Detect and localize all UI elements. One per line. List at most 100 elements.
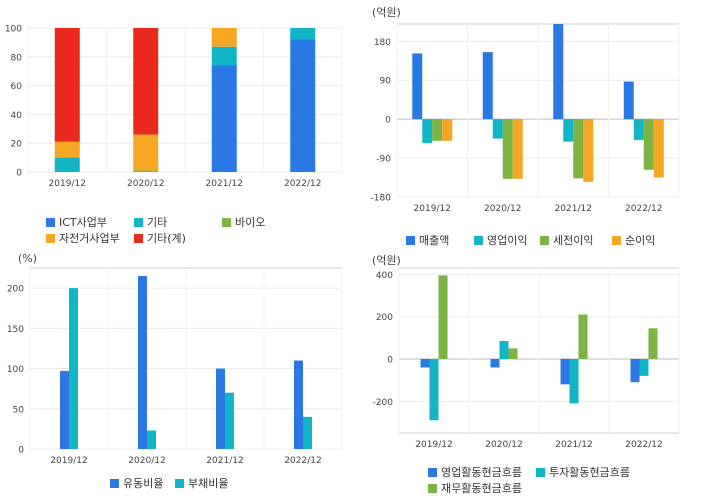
legend-swatch (536, 467, 545, 477)
legend-item: 투자활동현금흐름 (536, 464, 630, 480)
y-tick-label: 180 (374, 38, 391, 48)
bar (225, 392, 234, 449)
legend-swatch (406, 235, 415, 245)
x-tick-label: 2020/12 (128, 456, 165, 466)
chart-3-plot: 0 50 100 150 200 2019/12 2020/12 2021/12 2022/12 (7, 267, 343, 466)
legend-swatch (46, 217, 55, 227)
x-tick-label: 2022/12 (625, 204, 662, 214)
bar (60, 370, 69, 449)
y-tick-label: 100 (7, 365, 24, 375)
y-tick-label: 150 (7, 325, 24, 335)
bar (211, 46, 237, 66)
bar (569, 358, 579, 404)
legend-item: 순이익 (612, 232, 655, 248)
legend-swatch (612, 235, 621, 245)
bar (560, 358, 570, 385)
bar (290, 28, 316, 40)
x-tick-label: 2021/12 (555, 440, 592, 450)
legend-swatch (134, 233, 143, 243)
bar (422, 119, 433, 143)
bar (138, 276, 147, 449)
legend-swatch (428, 483, 437, 493)
bar (442, 119, 453, 141)
y-tick-label: 20 (11, 140, 23, 150)
bar (512, 119, 523, 179)
legend-swatch (46, 233, 55, 243)
legend-label: 재무활동현금흐름 (441, 482, 522, 495)
legend-swatch (134, 217, 143, 227)
bar (290, 39, 316, 172)
y-tick-label: 100 (5, 25, 22, 35)
x-tick-label: 2020/12 (485, 440, 522, 450)
bar (482, 52, 493, 120)
y-tick-label: -200 (373, 398, 394, 408)
y-tick-label: 400 (376, 271, 393, 281)
legend-item: 바이오 (222, 214, 265, 230)
bar (643, 119, 654, 170)
bar (639, 358, 649, 376)
bar (133, 134, 159, 171)
bar (499, 340, 509, 359)
legend-label: 매출액 (419, 234, 450, 247)
legend-item: 유동비율 (110, 475, 163, 491)
legend-swatch (540, 235, 549, 245)
bar (211, 28, 237, 47)
y-tick-label: 80 (11, 53, 23, 63)
chart-panel-4: (억원) -200 0 200 400 2019/12 2020/12 2021/12 202… (360, 248, 720, 496)
legend-swatch (222, 217, 231, 227)
legend-swatch (110, 478, 119, 488)
chart-panel-1: 0 20 40 60 80 100 2019/12 2020/12 2021/12 2022/12… (0, 0, 360, 248)
legend-label: 영업이익 (487, 234, 528, 247)
bar (147, 430, 156, 449)
bar (508, 348, 518, 359)
legend-swatch (428, 467, 437, 477)
bar (432, 119, 443, 141)
x-tick-label: 2019/12 (50, 456, 87, 466)
y-tick-label: -90 (376, 155, 391, 165)
legend-swatch (474, 235, 483, 245)
legend-swatch (175, 478, 184, 488)
bar (490, 358, 500, 368)
legend-label: 기타(계) (147, 232, 186, 245)
x-tick-label: 2022/12 (284, 456, 321, 466)
chart-1-plot: 0 20 40 60 80 100 2019/12 2020/12 2021/12 2022/12 (5, 25, 343, 189)
x-tick-label: 2021/12 (206, 456, 243, 466)
legend-label: 순이익 (625, 234, 656, 247)
legend-item: 매출액 (406, 232, 449, 248)
chart-panel-3: (%) 0 50 100 150 200 2019/12 2020/12 2021/12 202… (0, 248, 360, 496)
bar (429, 358, 439, 421)
legend-label: 부채비율 (188, 477, 229, 490)
x-tick-label: 2021/12 (555, 204, 592, 214)
y-tick-label: -180 (371, 194, 392, 204)
bar (412, 53, 423, 120)
bar (573, 119, 584, 179)
chart-3-legend: 유동비율 부채비율 (0, 475, 360, 493)
x-tick-label: 2019/12 (49, 179, 86, 189)
y-tick-label: 200 (376, 313, 393, 323)
chart-3-unit: (%) (18, 252, 38, 265)
bar (492, 119, 503, 139)
bar (133, 28, 159, 135)
legend-item: 기타(계) (134, 230, 186, 246)
y-tick-label: 0 (387, 355, 393, 365)
legend-label: 영업활동현금흐름 (441, 466, 522, 479)
legend-item: 부채비율 (175, 475, 228, 491)
bar (553, 24, 564, 120)
y-tick-label: 60 (11, 82, 23, 92)
bar (69, 288, 78, 449)
chart-2-legend: 매출액 영업이익 세전이익 순이익 (360, 228, 720, 248)
bar (563, 119, 574, 142)
bar (303, 416, 312, 449)
legend-item: 기타 (134, 214, 167, 230)
y-tick-label: 40 (11, 111, 23, 121)
legend-label: ICT사업부 (59, 216, 108, 229)
bar (502, 119, 513, 179)
legend-item: 자전거사업부 (46, 230, 120, 246)
y-tick-label: 90 (380, 77, 392, 87)
chart-4-plot: -200 0 200 400 2019/12 2020/12 2021/12 2022/12 (373, 267, 680, 450)
legend-label: 기타 (147, 216, 168, 229)
y-tick-label: 0 (16, 169, 22, 179)
bar (583, 119, 594, 182)
chart-2-unit: (억원) (372, 6, 401, 19)
